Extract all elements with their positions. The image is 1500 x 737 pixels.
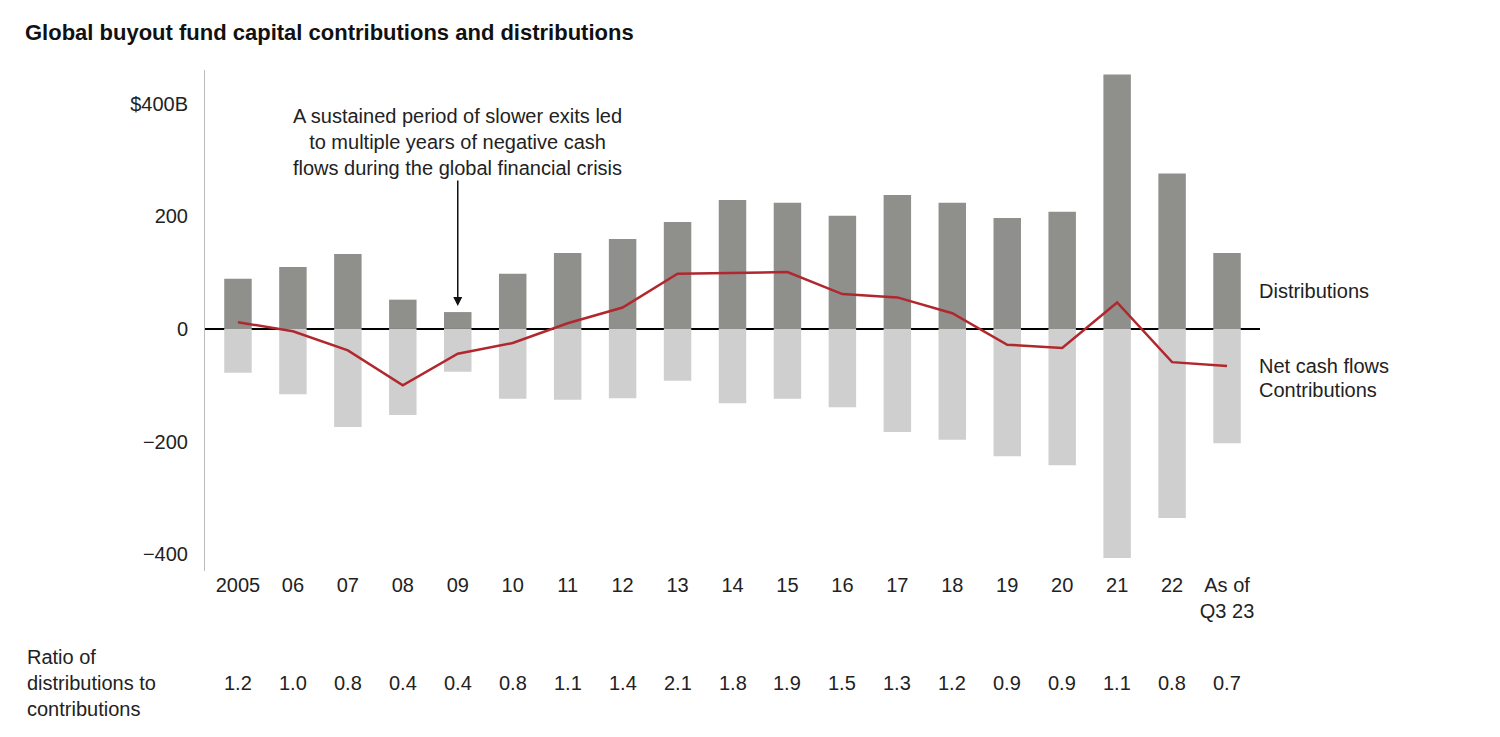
- svg-text:17: 17: [886, 574, 908, 596]
- svg-text:16: 16: [831, 574, 853, 596]
- svg-text:0.4: 0.4: [444, 672, 472, 694]
- svg-text:14: 14: [721, 574, 743, 596]
- svg-text:0.8: 0.8: [334, 672, 362, 694]
- svg-text:15: 15: [776, 574, 798, 596]
- svg-text:11: 11: [557, 574, 578, 596]
- svg-text:Distributions: Distributions: [1259, 280, 1369, 302]
- svg-text:−400: −400: [143, 543, 188, 565]
- svg-text:07: 07: [337, 574, 359, 596]
- svg-text:0.7: 0.7: [1213, 672, 1241, 694]
- svg-text:Ratio ofdistributions tocontri: Ratio ofdistributions tocontributions: [27, 646, 156, 720]
- svg-text:−200: −200: [143, 431, 188, 453]
- svg-text:Contributions: Contributions: [1259, 379, 1377, 401]
- svg-text:$400B: $400B: [130, 93, 188, 115]
- svg-text:18: 18: [941, 574, 963, 596]
- svg-text:1.5: 1.5: [828, 672, 856, 694]
- svg-text:1.1: 1.1: [1103, 672, 1131, 694]
- svg-text:1.3: 1.3: [883, 672, 911, 694]
- svg-text:13: 13: [666, 574, 688, 596]
- svg-text:20: 20: [1051, 574, 1073, 596]
- svg-text:As ofQ3 23: As ofQ3 23: [1200, 574, 1254, 622]
- svg-text:0.8: 0.8: [1158, 672, 1186, 694]
- svg-text:06: 06: [282, 574, 304, 596]
- svg-text:1.0: 1.0: [279, 672, 307, 694]
- svg-text:1.2: 1.2: [224, 672, 252, 694]
- svg-text:0.9: 0.9: [1048, 672, 1076, 694]
- svg-text:0.9: 0.9: [993, 672, 1021, 694]
- svg-text:10: 10: [502, 574, 524, 596]
- svg-text:12: 12: [611, 574, 633, 596]
- svg-text:1.8: 1.8: [719, 672, 747, 694]
- svg-text:0.8: 0.8: [499, 672, 527, 694]
- svg-text:08: 08: [392, 574, 414, 596]
- svg-text:19: 19: [996, 574, 1018, 596]
- svg-text:200: 200: [155, 205, 188, 227]
- svg-text:A sustained period of slower e: A sustained period of slower exits ledto…: [293, 105, 622, 179]
- svg-text:1.1: 1.1: [554, 672, 582, 694]
- svg-text:0: 0: [177, 318, 188, 340]
- svg-text:Net cash flows: Net cash flows: [1259, 355, 1389, 377]
- svg-text:2.1: 2.1: [664, 672, 692, 694]
- svg-text:0.4: 0.4: [389, 672, 417, 694]
- svg-text:1.9: 1.9: [773, 672, 801, 694]
- svg-text:1.2: 1.2: [938, 672, 966, 694]
- svg-text:2005: 2005: [216, 574, 261, 596]
- svg-text:21: 21: [1106, 574, 1128, 596]
- svg-text:22: 22: [1161, 574, 1183, 596]
- svg-text:Global buyout fund capital con: Global buyout fund capital contributions…: [25, 20, 634, 45]
- svg-text:09: 09: [447, 574, 469, 596]
- svg-text:1.4: 1.4: [609, 672, 637, 694]
